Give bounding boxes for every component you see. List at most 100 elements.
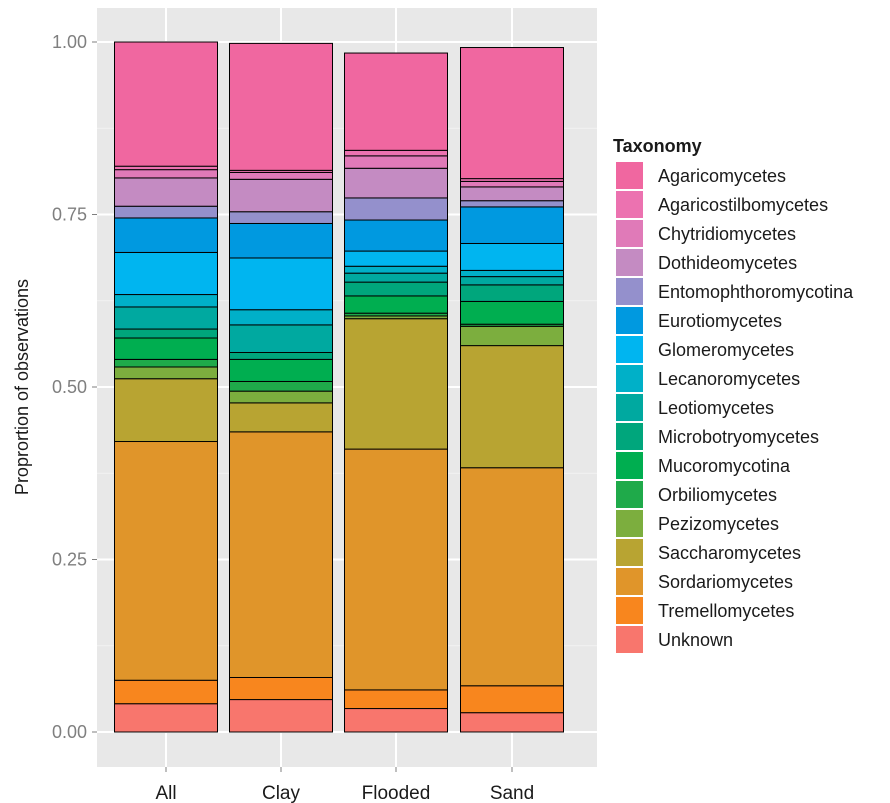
- bar-segment: [114, 679, 218, 705]
- legend-label: Agaricostilbomycetes: [658, 195, 828, 215]
- legend-key: [616, 510, 643, 537]
- bar-segment: [229, 431, 333, 678]
- bar-segment: [460, 325, 564, 347]
- legend-key: [616, 539, 643, 566]
- x-axis-ticks: All Clay Flooded Sand: [155, 767, 534, 803]
- legend-label: Entomophthoromycotina: [658, 282, 854, 302]
- bar-segment: [344, 197, 448, 221]
- legend-key: [616, 307, 643, 334]
- bar-segment: [344, 155, 448, 169]
- bar-segment: [114, 378, 218, 443]
- bar-segment: [114, 358, 218, 368]
- legend-key: [616, 597, 643, 624]
- legend-label: Pezizomycetes: [658, 514, 779, 534]
- legend-label: Lecanoromycetes: [658, 369, 800, 389]
- bar-segment: [344, 708, 448, 733]
- legend-key: [616, 568, 643, 595]
- bar-segment: [114, 169, 218, 179]
- x-tick-label: Sand: [490, 783, 534, 803]
- bar-segment: [114, 337, 218, 360]
- bar-segment: [229, 676, 333, 701]
- legend-label: Chytridiomycetes: [658, 224, 796, 244]
- legend-label: Microbotryomycetes: [658, 427, 819, 447]
- legend-key: [616, 423, 643, 450]
- y-tick-label: 0.00: [52, 722, 87, 742]
- bar-segment: [344, 318, 448, 450]
- bar-segment: [460, 186, 564, 202]
- legend-label: Mucoromycotina: [658, 456, 791, 476]
- bar-segment: [114, 366, 218, 380]
- bar-segment: [229, 358, 333, 382]
- bar-segment: [460, 284, 564, 302]
- bar-segment: [229, 309, 333, 326]
- bar-segment: [229, 324, 333, 353]
- y-tick-label: 1.00: [52, 32, 87, 52]
- bar-segment: [460, 300, 564, 325]
- legend-label: Leotiomycetes: [658, 398, 774, 418]
- bar-segment: [344, 250, 448, 267]
- bar-segment: [114, 41, 218, 167]
- legend-key: [616, 162, 643, 189]
- bar-segment: [344, 219, 448, 252]
- legend-key: [616, 249, 643, 276]
- bar-segment: [114, 251, 218, 296]
- bar-segment: [114, 177, 218, 207]
- bar-segment: [344, 295, 448, 314]
- bar-segment: [114, 205, 218, 219]
- bar-segment: [114, 217, 218, 253]
- bar-segment: [229, 178, 333, 213]
- bar-segment: [344, 272, 448, 283]
- legend-label: Unknown: [658, 630, 733, 650]
- bar-segment: [114, 306, 218, 330]
- bar-segment: [229, 222, 333, 259]
- legend: Agaricomycetes Agaricostilbomycetes Chytri…: [616, 162, 854, 653]
- bar-segment: [460, 467, 564, 687]
- bar-segment: [460, 276, 564, 286]
- legend-label: Agaricomycetes: [658, 166, 786, 186]
- bar-segment: [229, 352, 333, 360]
- bar-segment: [114, 165, 218, 171]
- legend-label: Orbiliomycetes: [658, 485, 777, 505]
- legend-key: [616, 191, 643, 218]
- bar-segment: [114, 703, 218, 733]
- legend-label: Sordariomycetes: [658, 572, 793, 592]
- bar-segment: [344, 149, 448, 157]
- bar-segment: [460, 206, 564, 244]
- bar-segment: [229, 42, 333, 171]
- legend-key: [616, 336, 643, 363]
- legend-key: [616, 452, 643, 479]
- bar-segment: [229, 257, 333, 311]
- bar-segment: [344, 448, 448, 691]
- bars: [114, 41, 564, 733]
- legend-key: [616, 278, 643, 305]
- bar-segment: [229, 402, 333, 433]
- legend-label: Tremellomycetes: [658, 601, 794, 621]
- bar-segment: [229, 211, 333, 224]
- bar-segment: [460, 200, 564, 208]
- legend-key: [616, 626, 643, 653]
- bar-segment: [460, 712, 564, 733]
- bar-segment: [460, 345, 564, 469]
- bar-segment: [344, 167, 448, 199]
- legend-key: [616, 481, 643, 508]
- bar-segment: [229, 380, 333, 392]
- bar-segment: [460, 242, 564, 271]
- bar-segment: [344, 689, 448, 710]
- bar-segment: [114, 328, 218, 339]
- bar-segment: [344, 281, 448, 297]
- x-tick-label: Flooded: [362, 783, 431, 803]
- legend-label: Dothideomycetes: [658, 253, 797, 273]
- bar-segment: [460, 47, 564, 180]
- bar-segment: [460, 269, 564, 278]
- bar-segment: [229, 171, 333, 180]
- y-tick-label: 0.75: [52, 205, 87, 225]
- bar-segment: [460, 685, 564, 714]
- y-tick-label: 0.25: [52, 550, 87, 570]
- bar-segment: [229, 699, 333, 733]
- y-axis-ticks: 0.00 0.25 0.50 0.75 1.00: [52, 32, 97, 742]
- legend-label: Eurotiomycetes: [658, 311, 782, 331]
- x-tick-label: Clay: [262, 783, 301, 803]
- bar-segment: [229, 390, 333, 404]
- legend-key: [616, 365, 643, 392]
- y-axis-title: Proprortion of observations: [12, 279, 32, 495]
